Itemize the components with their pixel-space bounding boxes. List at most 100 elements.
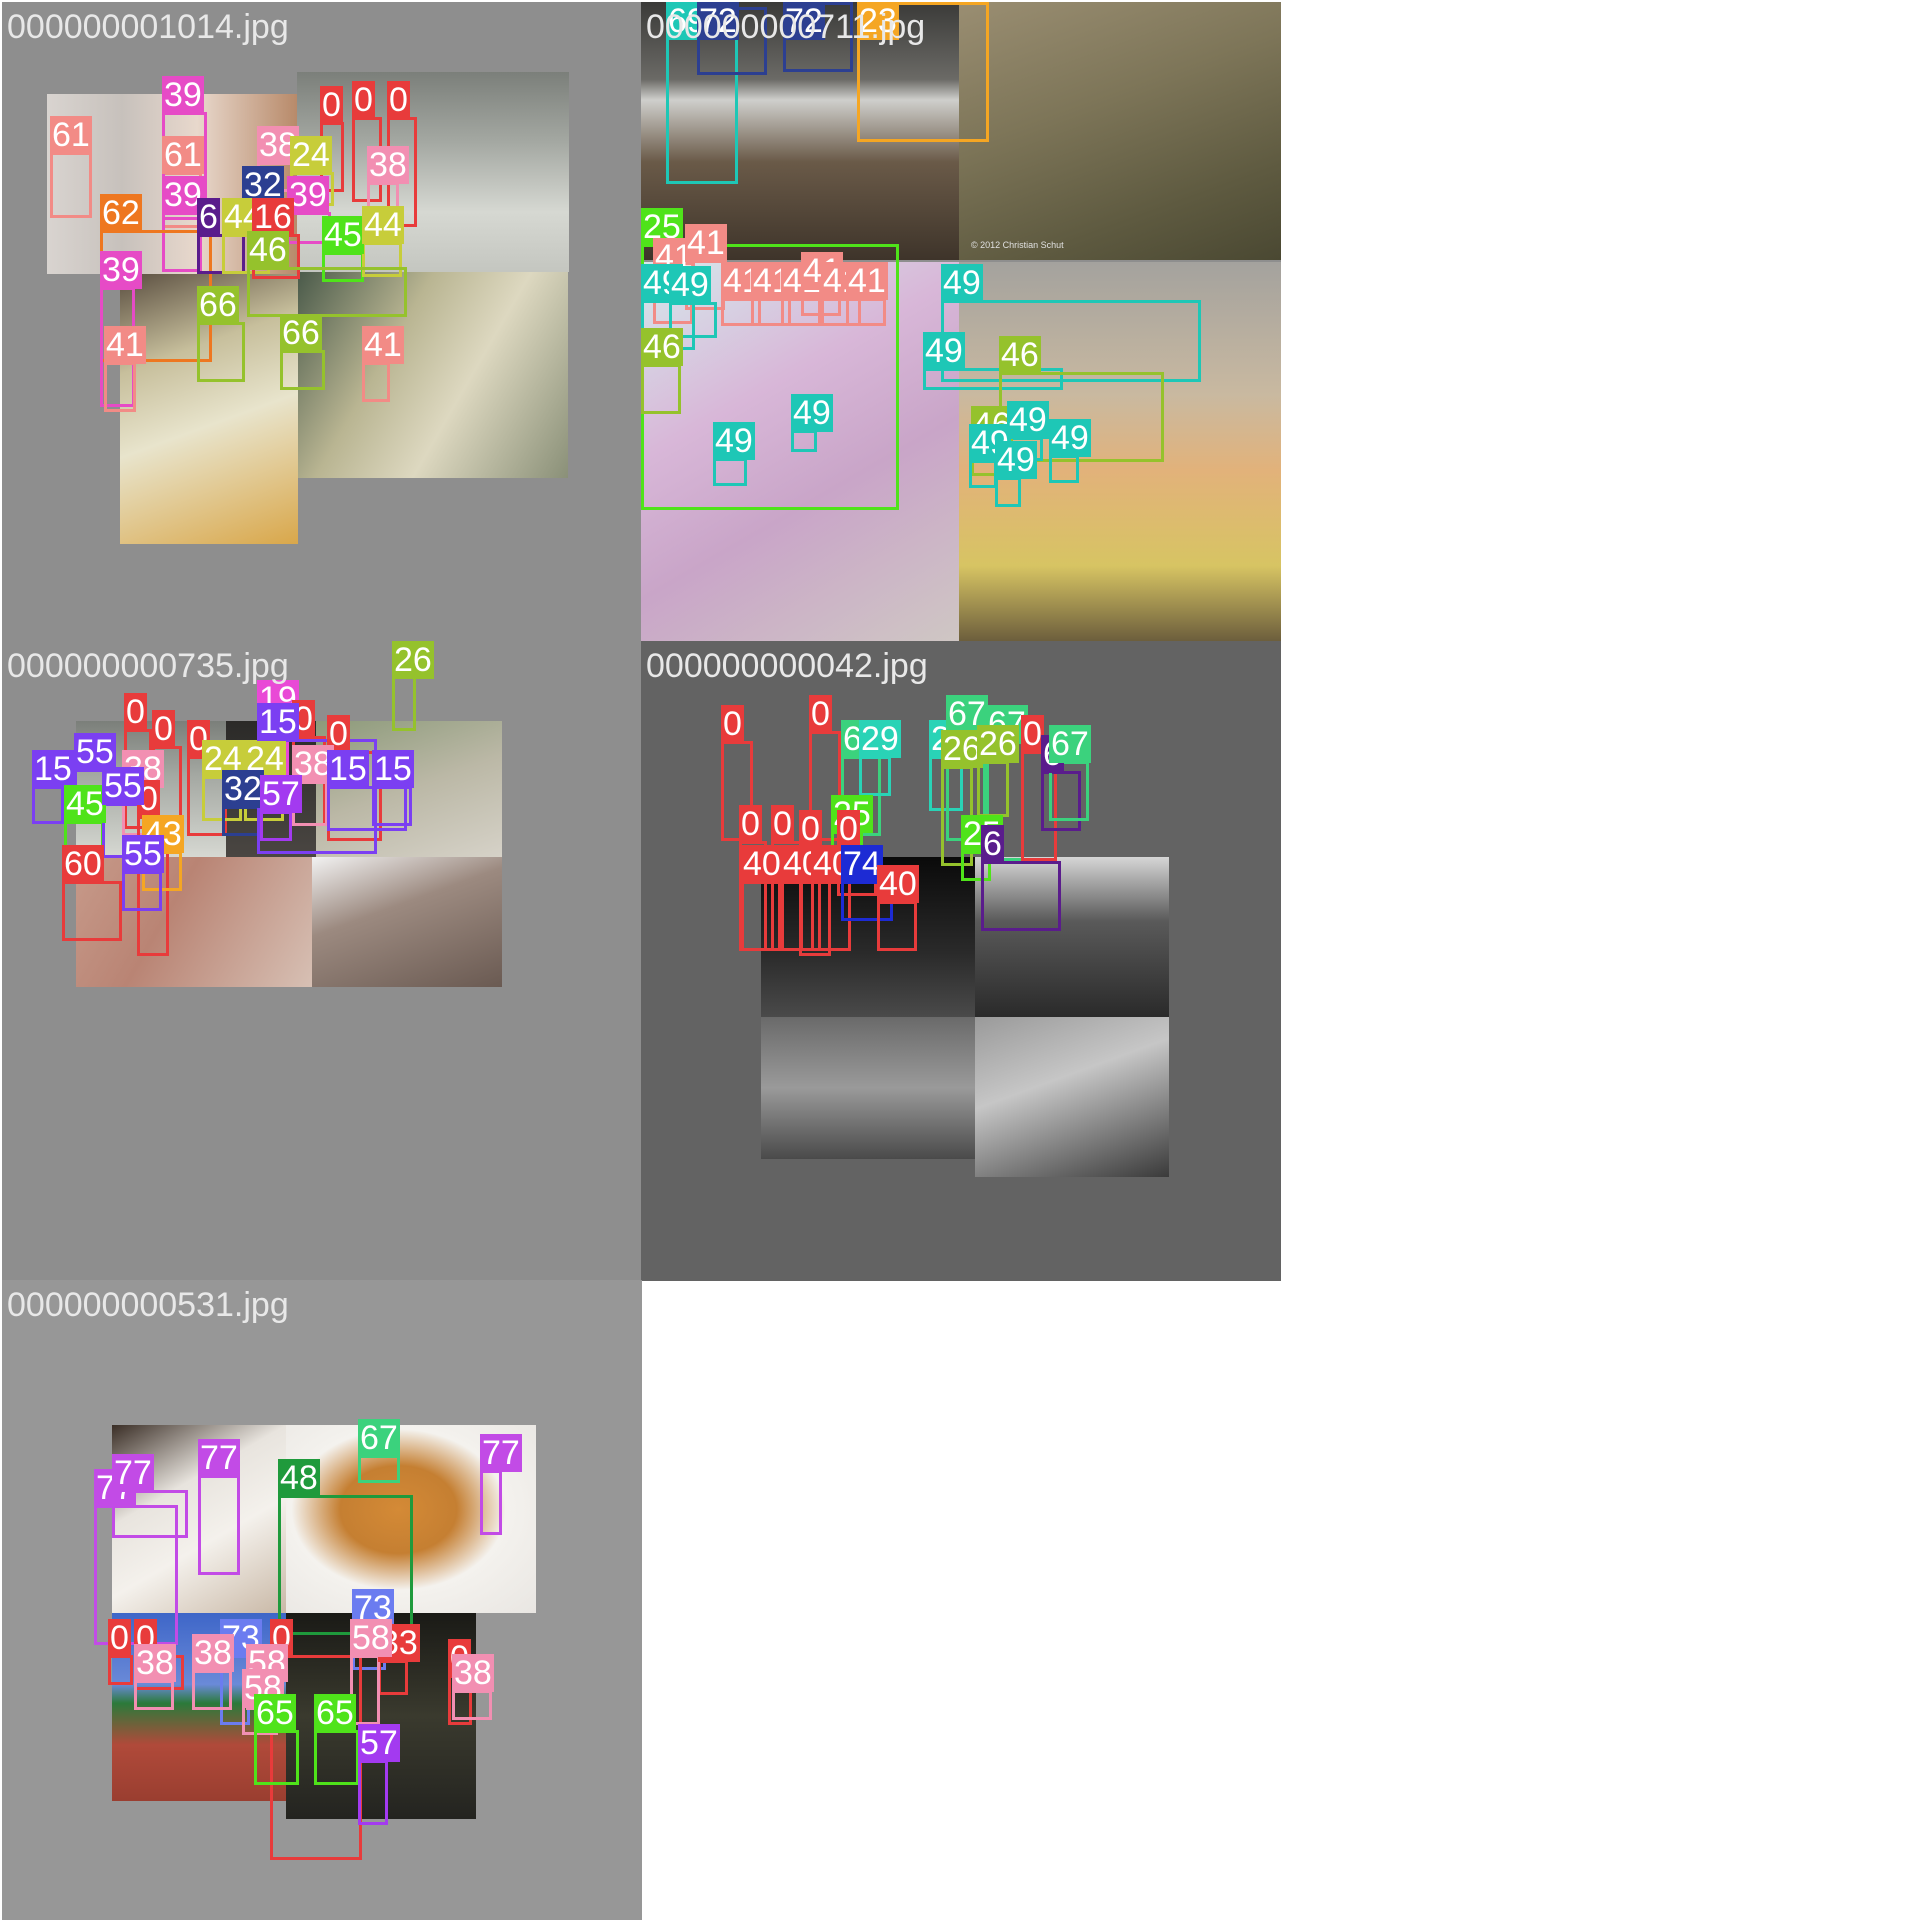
detection-box [280,350,325,390]
detection-class-label: 0 [809,695,832,733]
detection-class-label: 26 [392,641,434,679]
detection-class-label: 24 [290,136,332,174]
detection-class-label: 67 [358,1419,400,1457]
detection-class-label: 60 [62,845,104,883]
detection-box [859,756,891,796]
tile-filename: 000000000042.jpg [646,647,928,685]
detection-class-label: 46 [641,328,683,366]
detection-box [791,430,817,452]
detection-box [995,477,1021,507]
detection-box [50,152,92,218]
detection-class-label: 38 [134,1644,176,1682]
detection-class-label: 44 [362,206,404,244]
detection-class-label: 38 [367,146,409,184]
detection-class-label: 45 [322,216,364,254]
detection-class-label: 65 [254,1694,296,1732]
photo-cat-bed [312,857,502,987]
detection-class-label: 0 [152,710,175,748]
detection-class-label: 38 [452,1654,494,1692]
detection-box [452,1690,492,1720]
detection-class-label: 0 [327,715,350,753]
detection-class-label: 0 [771,805,794,843]
detection-class-label: 55 [122,835,164,873]
detection-class-label: 66 [280,314,322,352]
detection-box [923,368,1063,390]
detection-class-label: 39 [100,251,142,289]
detection-class-label: 49 [1007,401,1049,439]
detection-box [278,1495,413,1635]
detection-box [197,234,245,274]
detection-class-label: 41 [846,262,888,300]
detection-box [104,362,136,412]
detection-class-label: 15 [32,750,74,788]
photo-cat-laptop [298,272,568,478]
detection-class-label: 61 [162,136,204,174]
detection-class-label: 0 [352,81,375,119]
detection-class-label: 0 [1021,715,1044,753]
detection-box [741,881,781,951]
tile-filename: 000000001014.jpg [7,8,289,46]
detection-class-label: 48 [278,1459,320,1497]
photo-party-bw [761,1017,975,1159]
detection-class-label: 65 [314,1694,356,1732]
detection-class-label: 72 [697,2,739,40]
detection-class-label: 40 [877,865,919,903]
detection-class-label: 41 [104,326,146,364]
detection-box [134,1680,174,1710]
detection-box [247,267,407,317]
detection-class-label: 38 [192,1634,234,1672]
detection-box [314,1730,359,1785]
detection-box [197,322,245,382]
detection-class-label: 32 [222,770,264,808]
detection-class-label: 58 [350,1619,392,1657]
mosaic-tile: 000000000042.jpg 00672929676706262667000… [641,641,1281,1281]
detection-box [222,806,262,836]
detection-box [981,861,1061,931]
detection-class-label: 0 [320,86,343,124]
detection-box [378,1660,408,1695]
detection-class-label: 39 [287,176,329,214]
detection-box [846,298,886,326]
detection-class-label: 0 [387,81,410,119]
tile-filename: 000000000711.jpg [646,8,926,46]
detection-box [392,671,416,731]
detection-class-label: 49 [791,394,833,432]
detection-box [977,761,1009,817]
mosaic-tile: 000000000711.jpg © 2012 Christian Schut … [641,2,1281,642]
detection-box [480,1470,502,1535]
detection-class-label: 72 [783,2,825,40]
detection-class-label: 49 [669,266,711,304]
detection-box [372,786,412,826]
detection-class-label: 62 [100,194,142,232]
photo-giraffe [959,2,1281,260]
detection-box [192,1670,232,1710]
detection-class-label: 32 [242,166,284,204]
detection-class-label: 49 [995,441,1037,479]
tile-filename: 000000000531.jpg [7,1286,289,1324]
detection-class-label: 39 [162,76,204,114]
detection-box [641,364,681,414]
detection-class-label: 49 [713,422,755,460]
detection-class-label: 57 [358,1724,400,1762]
detection-class-label: 55 [102,767,144,805]
detection-class-label: 57 [260,775,302,813]
photo-cart-bw [975,1017,1169,1177]
detection-class-label: 0 [799,810,822,848]
detection-box [857,2,989,142]
detection-class-label: 49 [941,264,983,302]
detection-box [358,1455,400,1483]
detection-class-label: 61 [50,116,92,154]
detection-class-label: 66 [197,286,239,324]
detection-class-label: 0 [739,805,762,843]
detection-class-label: 77 [112,1454,154,1492]
detection-box [969,460,997,488]
detection-box [362,362,390,402]
detection-box [254,1730,299,1785]
detection-box [108,1655,133,1685]
detection-class-label: 23 [857,2,899,40]
detection-class-label: 74 [841,845,883,883]
detection-class-label: 46 [247,231,289,269]
photo-kitchen [76,857,312,987]
detection-class-label: 15 [257,703,299,741]
mosaic-tile: 000000001014.jpg 61 61 39 39 62 39 41 41 0 0 0 38 38… [2,2,642,642]
